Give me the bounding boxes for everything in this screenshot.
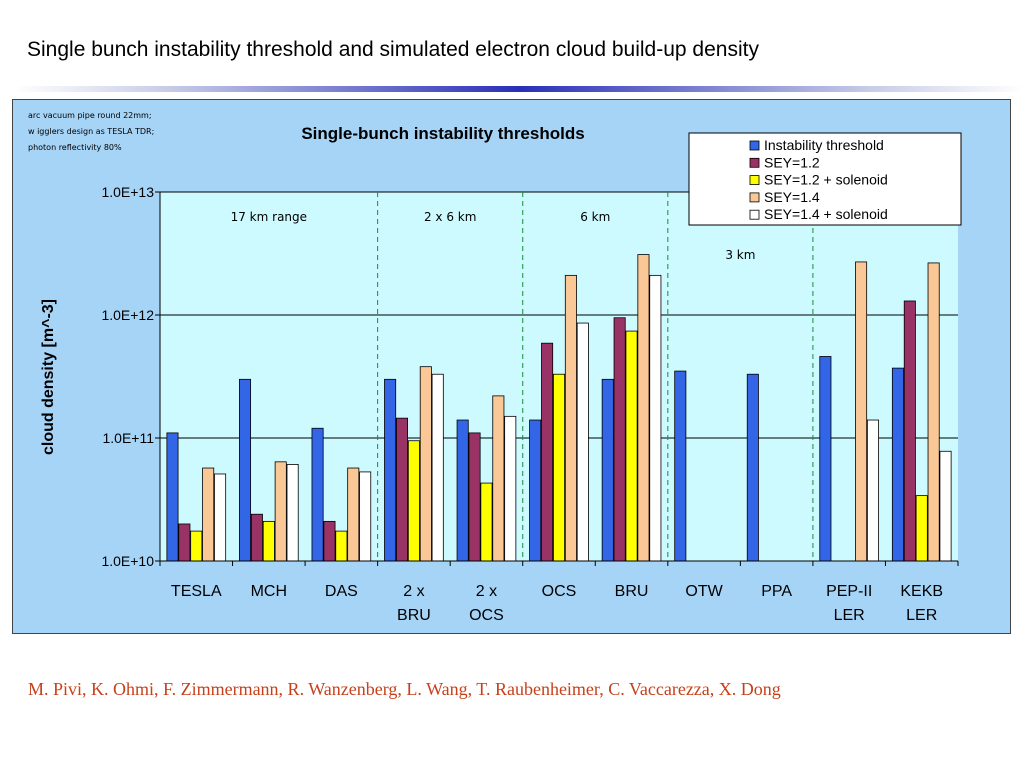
bar [239, 378, 252, 562]
bar [601, 378, 614, 562]
category-label: LER [906, 607, 937, 624]
bar [564, 274, 577, 562]
y-tick-label: 1.0E+11 [102, 430, 154, 446]
bar [323, 520, 336, 562]
legend-box [688, 132, 962, 226]
bar [274, 461, 287, 562]
bar [504, 415, 517, 562]
region-label: 17 km range [231, 210, 307, 224]
category-label: LER [834, 607, 865, 624]
bar [419, 366, 432, 562]
bar [407, 440, 420, 562]
legend-label: SEY=1.4 [764, 189, 820, 205]
bar [674, 370, 687, 562]
chart-note: w igglers design as TESLA TDR; [28, 127, 154, 136]
bar [359, 471, 372, 562]
bar [335, 530, 348, 562]
legend-label: SEY=1.4 + solenoid [764, 206, 888, 222]
bar [576, 322, 589, 562]
legend-swatch [749, 157, 760, 168]
y-tick-label: 1.0E+10 [101, 553, 154, 569]
bar [202, 467, 215, 562]
category-label: BRU [615, 583, 649, 600]
category-label: BRU [397, 607, 431, 624]
bar [396, 417, 409, 562]
chart-title: Single-bunch instability thresholds [301, 124, 584, 143]
legend-swatch [749, 140, 760, 151]
category-label: PEP-II [826, 583, 872, 600]
bar [286, 464, 299, 562]
bar [649, 274, 662, 562]
category-label: TESLA [171, 583, 222, 600]
chart-note: photon reflectivity 80% [28, 143, 122, 152]
bar [625, 330, 638, 562]
legend-label: SEY=1.2 [764, 154, 820, 170]
bar [939, 450, 952, 562]
bar [553, 373, 566, 562]
legend-swatch [749, 192, 760, 203]
legend-label: Instability threshold [764, 137, 884, 153]
category-label: OCS [542, 583, 577, 600]
bar [311, 427, 324, 562]
bar [927, 262, 940, 562]
bar [178, 523, 191, 562]
bar [915, 495, 928, 562]
category-label: OCS [469, 607, 504, 624]
bar [166, 432, 179, 562]
bar [529, 419, 542, 562]
category-label: OTW [685, 583, 723, 600]
legend-swatch [749, 175, 760, 185]
region-label: 6 km [580, 210, 610, 224]
bar [855, 261, 868, 562]
bar [819, 356, 832, 562]
category-label: PPA [761, 583, 792, 600]
category-label: 2 x [403, 583, 424, 600]
legend-swatch [749, 209, 760, 220]
authors-text: M. Pivi, K. Ohmi, F. Zimmermann, R. Wanz… [28, 679, 781, 699]
category-label: MCH [251, 583, 287, 600]
bar [866, 419, 879, 562]
y-axis-label: cloud density [m^-3] [40, 299, 57, 455]
category-label: KEKB [900, 583, 943, 600]
category-label: DAS [325, 583, 358, 600]
bar [637, 254, 650, 562]
legend-label: SEY=1.2 + solenoid [764, 172, 888, 188]
bar [903, 300, 916, 562]
bar [347, 467, 360, 562]
bar [431, 373, 444, 562]
bar [190, 530, 203, 562]
region-label: 2 x 6 km [424, 210, 476, 224]
y-tick-label: 1.0E+12 [101, 307, 154, 323]
bar [613, 317, 626, 562]
bar [492, 395, 505, 562]
bar [384, 378, 397, 562]
bar [746, 373, 759, 562]
bar [456, 419, 469, 562]
bar [480, 482, 493, 562]
bar-chart: 1.0E+10 1.0E+11 1.0E+12 1.0E+13 17 km range 2… [28, 111, 962, 624]
bar [262, 520, 275, 562]
bar [214, 473, 227, 562]
bar [250, 513, 263, 562]
bar [891, 367, 904, 562]
slide-title: Single bunch instability threshold and s… [27, 38, 759, 61]
y-tick-label: 1.0E+13 [101, 184, 154, 200]
region-label: 3 km [725, 248, 755, 262]
chart-panel: 1.0E+10 1.0E+11 1.0E+12 1.0E+13 17 km range 2… [12, 99, 1011, 634]
chart-note: arc vacuum pipe round 22mm; [28, 111, 152, 120]
bar [541, 342, 554, 562]
category-label: 2 x [476, 583, 497, 600]
title-divider-bar [14, 86, 1024, 92]
bar [468, 432, 481, 562]
